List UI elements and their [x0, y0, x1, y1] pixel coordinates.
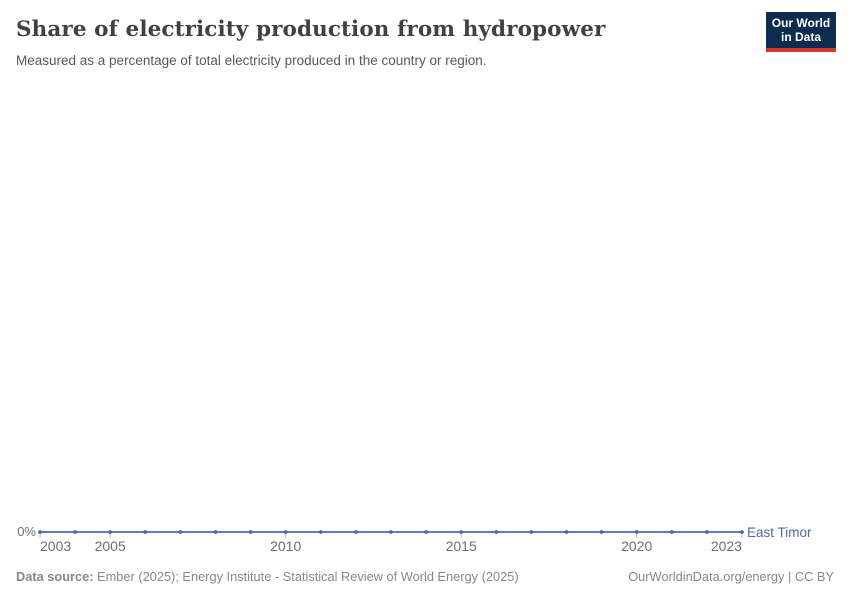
data-point-marker[interactable]	[564, 530, 569, 534]
data-point-marker[interactable]	[494, 530, 499, 534]
data-point-marker[interactable]	[283, 530, 288, 534]
page-title: Share of electricity production from hyd…	[16, 17, 606, 42]
owid-logo-line2: in Data	[780, 30, 821, 44]
owid-logo[interactable]: Our World in Data	[766, 12, 836, 52]
x-axis-tick-label: 2005	[94, 538, 126, 554]
owid-url-license-link[interactable]: OurWorldinData.org/energy | CC BY	[628, 569, 834, 584]
data-point-marker[interactable]	[459, 530, 464, 534]
chart-footer: Data source: Ember (2025); Energy Instit…	[16, 569, 834, 585]
data-point-marker[interactable]	[424, 530, 428, 534]
data-point-marker[interactable]	[73, 530, 77, 534]
x-axis-tick-label: 2023	[710, 538, 742, 554]
data-point-marker[interactable]	[529, 530, 534, 534]
page-subtitle: Measured as a percentage of total electr…	[16, 53, 487, 68]
y-axis-tick-label: 0%	[17, 524, 36, 539]
data-source-text: Ember (2025); Energy Institute - Statist…	[93, 569, 519, 584]
owid-logo-line1: Our World	[771, 15, 831, 30]
data-point-marker[interactable]	[213, 530, 218, 534]
data-point-marker[interactable]	[143, 530, 148, 534]
data-point-marker[interactable]	[740, 530, 744, 534]
data-point-marker[interactable]	[248, 530, 253, 534]
data-source-note: Data source: Ember (2025); Energy Instit…	[16, 569, 519, 585]
x-axis-tick-label: 2015	[445, 538, 477, 554]
data-point-marker[interactable]	[354, 530, 358, 534]
data-point-marker[interactable]	[178, 530, 183, 534]
data-point-marker[interactable]	[705, 530, 709, 534]
data-point-marker[interactable]	[108, 530, 113, 534]
data-point-marker[interactable]	[634, 530, 639, 534]
data-point-marker[interactable]	[389, 530, 393, 534]
data-source-prefix: Data source:	[16, 569, 94, 584]
data-point-marker[interactable]	[669, 530, 674, 534]
data-point-marker[interactable]	[599, 530, 604, 534]
x-axis-tick-label: 2003	[40, 538, 72, 554]
data-point-marker[interactable]	[38, 530, 42, 534]
x-axis-tick-label: 2020	[621, 538, 653, 554]
x-axis-tick-label: 2010	[270, 538, 302, 554]
data-point-marker[interactable]	[318, 530, 323, 534]
series-end-label-east-timor[interactable]: East Timor	[747, 525, 812, 540]
